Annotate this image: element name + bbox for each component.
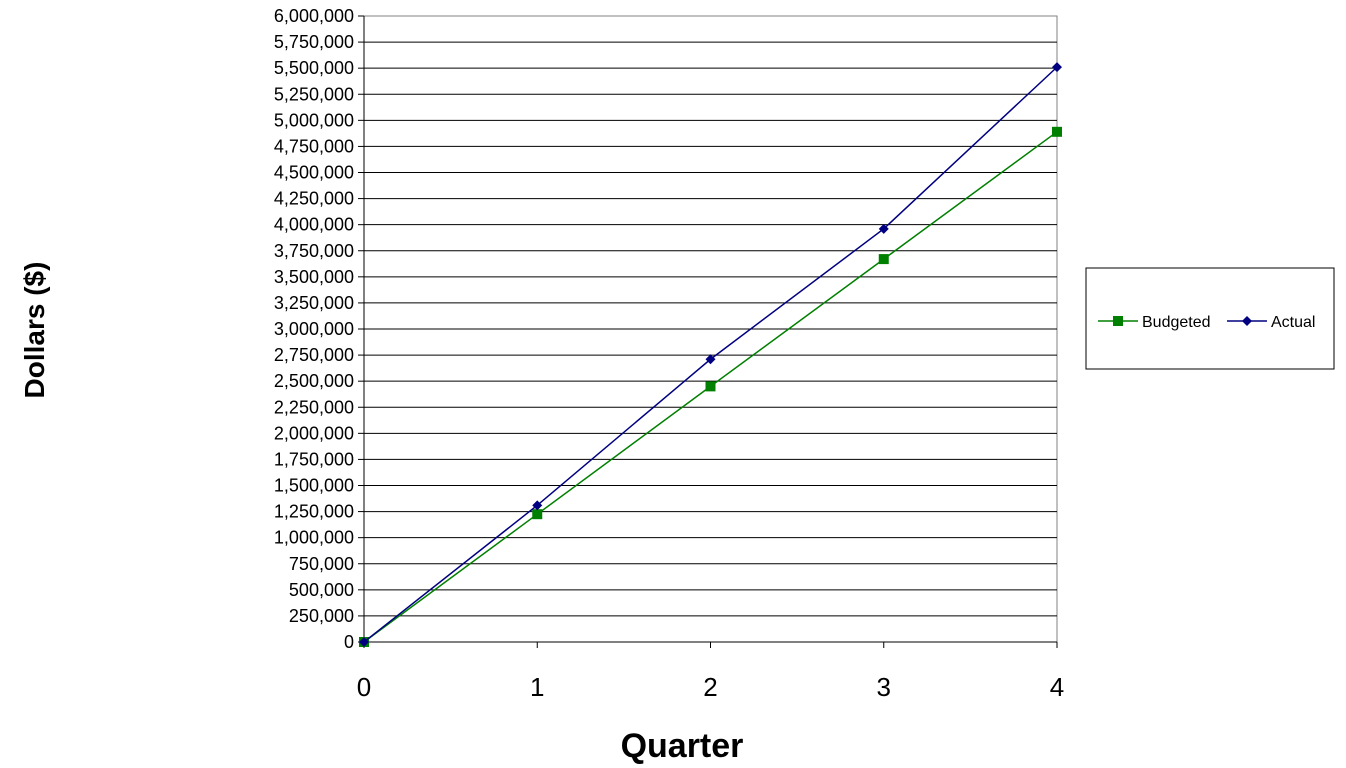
y-tick-label: 4,750,000 bbox=[274, 136, 354, 156]
series-layer bbox=[359, 62, 1062, 647]
x-axis-title: Quarter bbox=[621, 727, 744, 765]
data-point-budgeted bbox=[1052, 126, 1062, 137]
y-tick-label: 1,750,000 bbox=[274, 449, 354, 469]
x-tick-label: 3 bbox=[877, 672, 891, 702]
y-tick-label: 4,000,000 bbox=[274, 215, 354, 235]
y-tick-label: 2,500,000 bbox=[274, 371, 354, 391]
x-tick-label: 1 bbox=[530, 672, 544, 702]
y-tick-label: 5,500,000 bbox=[274, 58, 354, 78]
y-tick-label: 6,000,000 bbox=[274, 6, 354, 26]
y-axis-ticks: 0 250,000 500,000 750,000 1,000,000 1,250,000… bbox=[274, 6, 364, 652]
y-tick-label: 3,500,000 bbox=[274, 267, 354, 287]
y-tick-label: 4,500,000 bbox=[274, 163, 354, 183]
data-point-actual bbox=[532, 500, 543, 511]
data-point-budgeted bbox=[532, 509, 543, 520]
legend-label-actual: Actual bbox=[1271, 314, 1315, 331]
legend-marker-budgeted bbox=[1113, 316, 1123, 326]
y-axis-title: Dollars ($) bbox=[19, 262, 50, 399]
data-point-actual bbox=[1052, 62, 1062, 73]
y-tick-label: 750,000 bbox=[289, 554, 354, 574]
y-tick-label: 3,250,000 bbox=[274, 293, 354, 313]
data-point-actual bbox=[705, 354, 716, 365]
plot-area bbox=[363, 15, 1058, 643]
y-tick-label: 0 bbox=[344, 632, 354, 652]
data-point-actual bbox=[359, 637, 369, 647]
y-tick-label: 2,250,000 bbox=[274, 397, 354, 417]
x-tick-label: 0 bbox=[357, 672, 371, 702]
legend-marker-actual bbox=[1242, 316, 1252, 326]
data-point-budgeted bbox=[878, 254, 889, 265]
y-tick-label: 250,000 bbox=[289, 606, 354, 626]
legend: Budgeted Actual bbox=[1085, 267, 1335, 370]
x-axis-ticks: 0 1 2 3 4 bbox=[357, 642, 1064, 702]
legend-entry-actual: Actual bbox=[1227, 314, 1315, 331]
legend-entry-budgeted: Budgeted bbox=[1098, 314, 1211, 331]
series-actual bbox=[359, 62, 1062, 647]
y-tick-label: 1,500,000 bbox=[274, 476, 354, 496]
legend-box bbox=[1085, 267, 1335, 370]
legend-label-budgeted: Budgeted bbox=[1142, 314, 1211, 331]
y-tick-label: 500,000 bbox=[289, 580, 354, 600]
y-tick-label: 5,000,000 bbox=[274, 110, 354, 130]
x-tick-label: 2 bbox=[703, 672, 717, 702]
x-tick-label: 4 bbox=[1050, 672, 1064, 702]
y-tick-label: 2,750,000 bbox=[274, 345, 354, 365]
y-tick-label: 2,000,000 bbox=[274, 423, 354, 443]
y-tick-label: 5,250,000 bbox=[274, 84, 354, 104]
y-tick-label: 3,000,000 bbox=[274, 319, 354, 339]
data-point-actual bbox=[878, 223, 889, 234]
y-tick-label: 1,000,000 bbox=[274, 528, 354, 548]
data-point-budgeted bbox=[705, 381, 716, 392]
y-tick-label: 5,750,000 bbox=[274, 32, 354, 52]
y-tick-label: 1,250,000 bbox=[274, 502, 354, 522]
y-tick-label: 3,750,000 bbox=[274, 241, 354, 261]
y-tick-label: 4,250,000 bbox=[274, 189, 354, 209]
